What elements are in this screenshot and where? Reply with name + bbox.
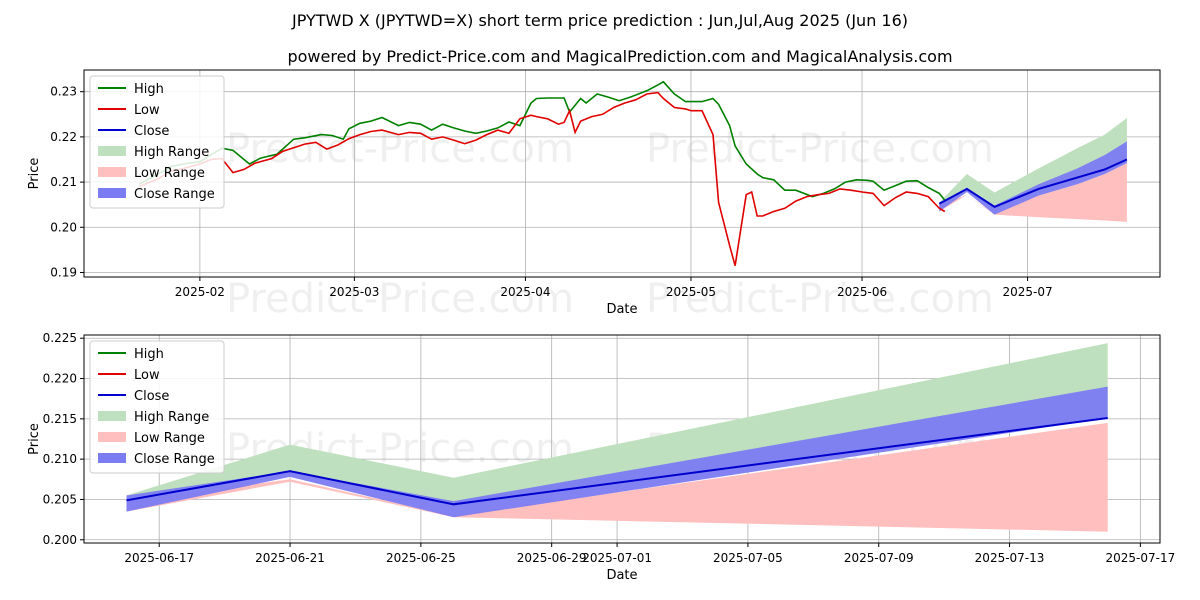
y-tick-label: 0.200 (43, 533, 77, 547)
low-range-area (126, 422, 1108, 532)
y-tick-label: 0.210 (43, 452, 77, 466)
x-tick-label: 2025-07-09 (844, 551, 914, 565)
high-range-area (126, 343, 1108, 505)
plot-frame (83, 69, 1161, 278)
legend-swatch-low-range (98, 432, 126, 442)
close-line (938, 158, 1128, 209)
y-tick-label: 0.23 (50, 85, 77, 99)
legend-label-high: High (134, 82, 164, 97)
low-range-area (939, 163, 1127, 222)
legend-swatch-close-range (98, 188, 126, 198)
x-tick-label: 2025-03 (329, 285, 379, 299)
legend-label-high-range: High Range (134, 410, 209, 425)
bottom-panel: Predict-Price.comPredict-Price.com2025-0… (27, 331, 1175, 583)
y-tick-label: 0.220 (43, 372, 77, 386)
x-tick-label: 2025-07-01 (582, 551, 652, 565)
y-tick-label: 0.215 (43, 412, 77, 426)
x-tick-label: 2025-06-21 (255, 551, 325, 565)
watermark-text: Predict-Price.com (646, 276, 994, 322)
x-tick-label: 2025-07-05 (713, 551, 783, 565)
x-tick-label: 2025-06 (837, 285, 887, 299)
x-tick-label: 2025-07 (1002, 285, 1052, 299)
close-range-area (126, 386, 1108, 518)
y-axis-label: Price (27, 158, 42, 190)
top-panel: Predict-Price.com Predict-Price.com Predic… (27, 69, 1161, 322)
low-line (138, 91, 946, 266)
legend-label-low-range: Low Range (134, 431, 205, 446)
y-tick-label: 0.22 (50, 130, 77, 144)
x-tick-label: 2025-04 (500, 285, 550, 299)
chart-title: JPYTWD X (JPYTWD=X) short term price pre… (291, 11, 908, 30)
watermark-text: Predict-Price.com (226, 126, 574, 172)
x-axis-label: Date (606, 568, 637, 583)
legend-label-high-range: High Range (134, 145, 209, 160)
y-tick-label: 0.20 (50, 220, 77, 234)
watermark-text: Predict-Price.com (226, 276, 574, 322)
y-tick-label: 0.225 (43, 331, 77, 345)
x-tick-label: 2025-06-17 (124, 551, 194, 565)
close-range-area (939, 141, 1127, 215)
legend-label-close-range: Close Range (134, 452, 215, 467)
y-tick-label: 0.205 (43, 492, 77, 506)
legend-label-close-range: Close Range (134, 187, 215, 202)
plot-frame (83, 334, 1161, 544)
y-tick-label: 0.19 (50, 265, 77, 279)
legend-label-low-range: Low Range (134, 166, 205, 181)
y-tick-label: 0.21 (50, 175, 77, 189)
close-line (126, 417, 1108, 506)
legend: High Low Close High Range Low Range Close Ran… (89, 75, 225, 209)
x-axis-label: Date (606, 302, 637, 317)
legend-label-low: Low (134, 103, 160, 118)
chart-subtitle: powered by Predict-Price.com and Magical… (287, 47, 952, 66)
x-tick-label: 2025-05 (666, 285, 716, 299)
legend-label-close: Close (134, 389, 169, 404)
legend-swatch-high-range (98, 146, 126, 156)
legend: High Low Close High Range Low Range Close Ran… (89, 340, 225, 474)
x-tick-label: 2025-07-17 (1106, 551, 1176, 565)
x-tick-label: 2025-07-13 (975, 551, 1045, 565)
x-tick-label: 2025-02 (175, 285, 225, 299)
legend-label-low: Low (134, 368, 160, 383)
watermark-text: Predict-Price.com (646, 126, 994, 172)
x-tick-label: 2025-06-29 (517, 551, 587, 565)
x-tick-label: 2025-06-25 (386, 551, 456, 565)
legend-swatch-close-range (98, 453, 126, 463)
legend-label-high: High (134, 347, 164, 362)
y-axis-label: Price (27, 423, 42, 455)
legend-swatch-high-range (98, 411, 126, 421)
legend-label-close: Close (134, 124, 169, 139)
legend-swatch-low-range (98, 167, 126, 177)
